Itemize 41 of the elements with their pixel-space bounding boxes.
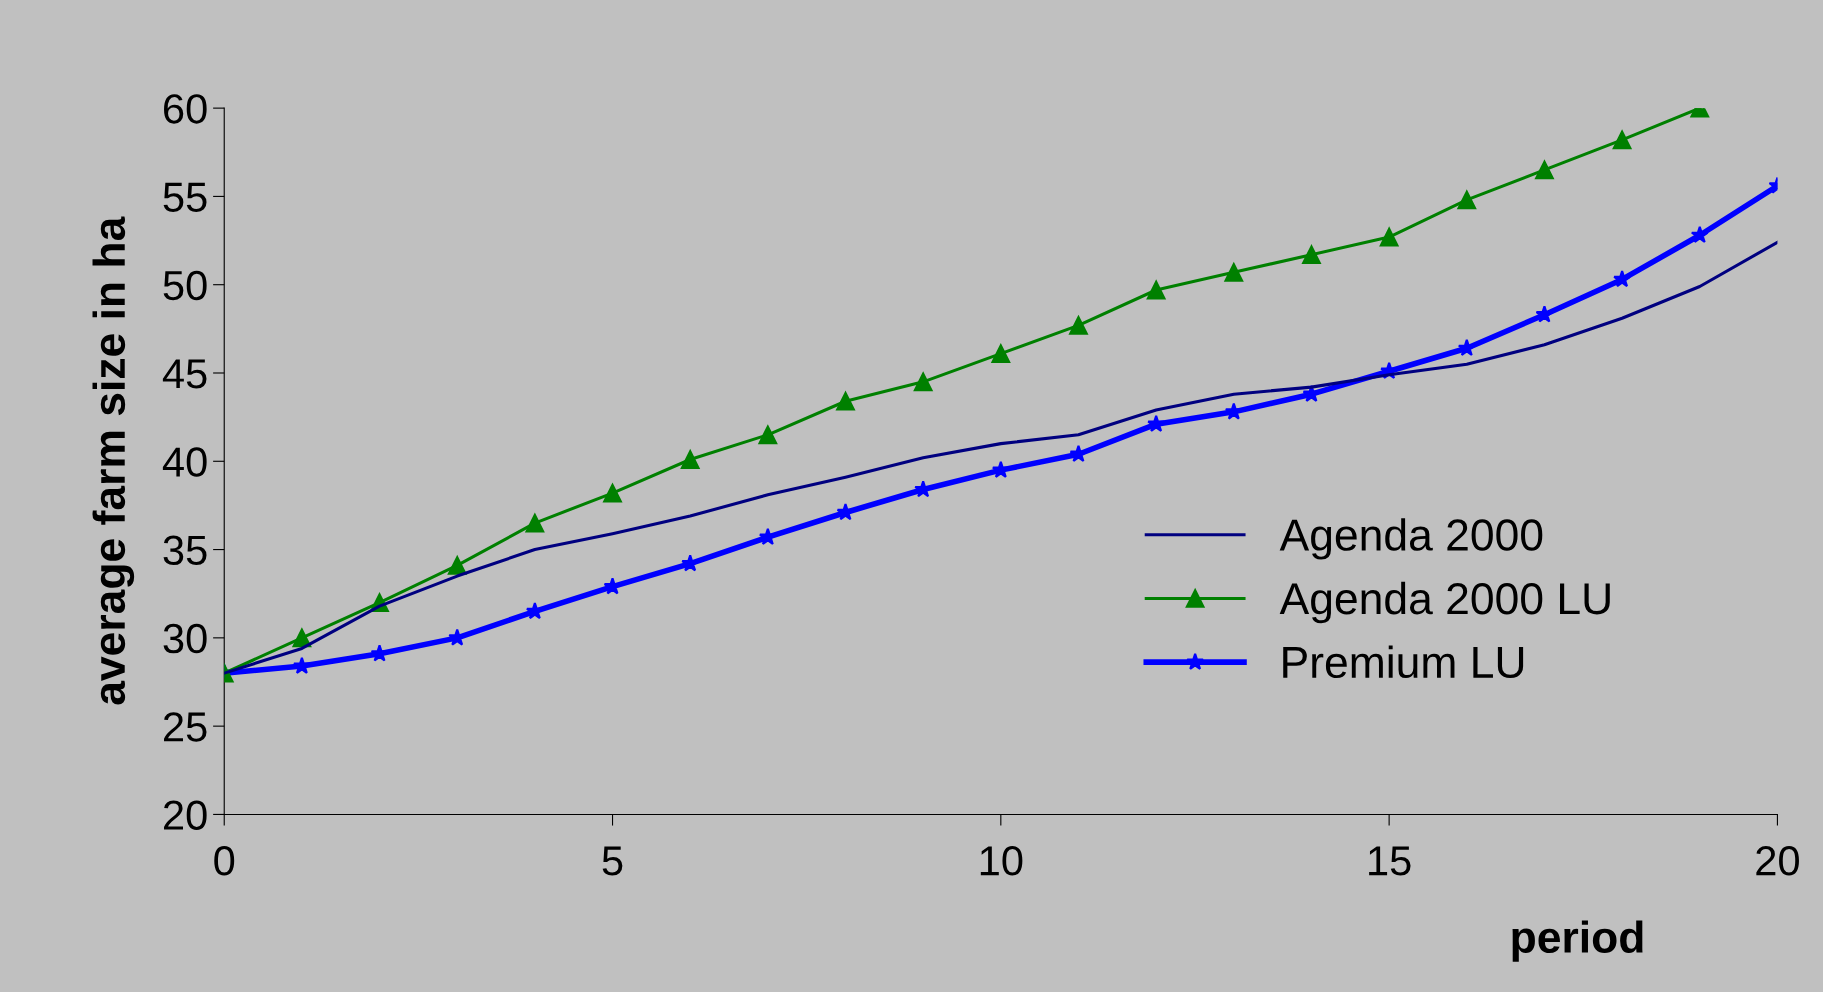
x-axis-title: period <box>1512 920 1643 962</box>
y-tick-label: 35 <box>163 535 207 566</box>
y-tick-label: 60 <box>164 94 207 124</box>
legend-label: Agenda 2000 LU <box>1279 581 1610 624</box>
point <box>603 483 622 503</box>
point <box>913 372 933 392</box>
point <box>1535 160 1554 180</box>
point <box>1612 130 1632 150</box>
y-tick-label: 45 <box>162 359 207 389</box>
point <box>1690 225 1709 244</box>
y-tick-label: 50 <box>163 270 207 301</box>
x-tick-label: 0 <box>214 846 235 876</box>
point <box>836 391 855 411</box>
point <box>292 656 311 674</box>
point <box>1613 270 1632 288</box>
x-tick-label: 15 <box>1369 846 1411 876</box>
point <box>1069 315 1088 335</box>
point <box>1457 190 1477 210</box>
point <box>292 628 312 648</box>
point <box>525 513 545 533</box>
point <box>1146 280 1166 300</box>
point <box>1147 414 1166 432</box>
point <box>1379 227 1399 247</box>
point <box>758 425 778 445</box>
x-tick-label: 5 <box>602 846 623 876</box>
x-tick-label: 10 <box>980 846 1023 876</box>
legend-label: Agenda 2000 <box>1279 518 1543 560</box>
y-tick-label: 25 <box>164 712 207 742</box>
point <box>991 344 1011 363</box>
y-tick-label: 30 <box>163 623 207 654</box>
point <box>680 450 700 469</box>
point <box>447 556 467 575</box>
x-tick-label: 20 <box>1756 846 1799 876</box>
point <box>1535 305 1554 323</box>
y-tick-label: 20 <box>164 800 207 830</box>
point <box>1302 245 1321 265</box>
y-tick-label: 55 <box>163 182 207 212</box>
legend-label: Premium LU <box>1283 645 1524 679</box>
y-axis-title: average farm size in ha <box>92 216 135 705</box>
y-tick-label: 40 <box>162 447 207 477</box>
point <box>1224 262 1244 282</box>
